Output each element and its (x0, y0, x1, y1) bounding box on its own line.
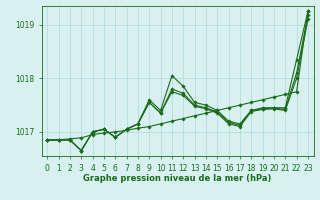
X-axis label: Graphe pression niveau de la mer (hPa): Graphe pression niveau de la mer (hPa) (84, 174, 272, 183)
